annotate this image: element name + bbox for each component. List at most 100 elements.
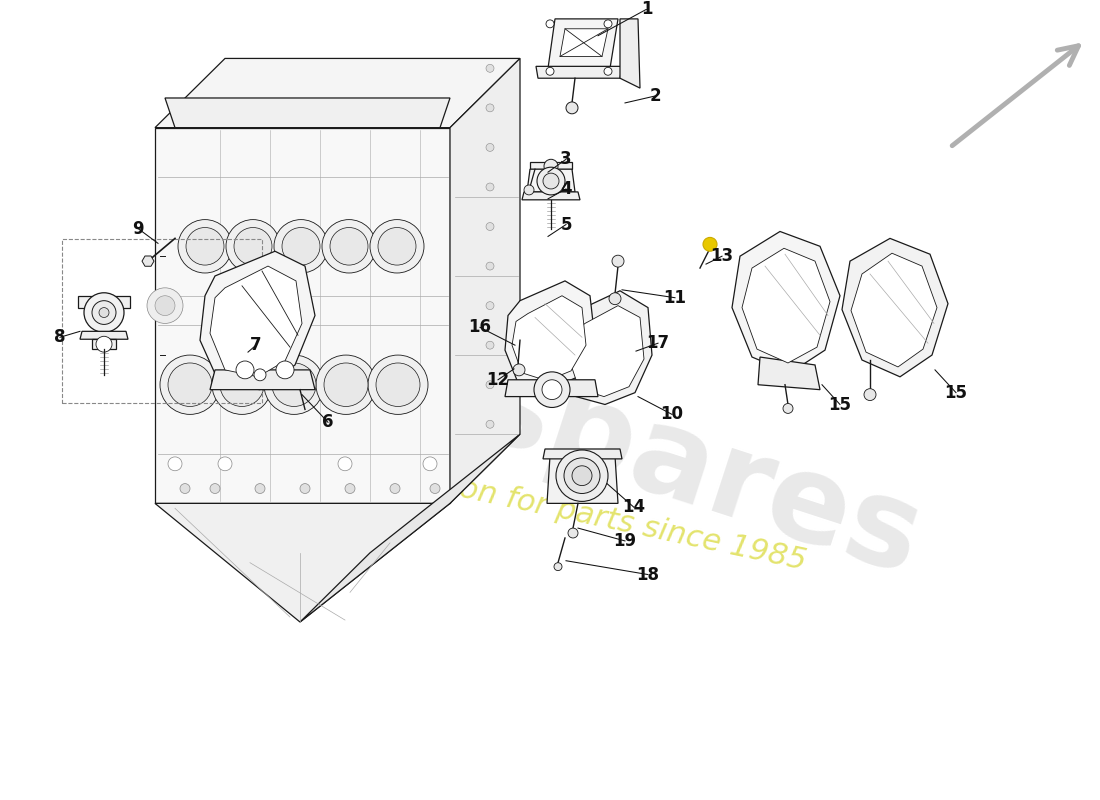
Polygon shape bbox=[530, 162, 572, 169]
Polygon shape bbox=[851, 254, 937, 367]
Polygon shape bbox=[560, 29, 608, 57]
Circle shape bbox=[330, 227, 369, 265]
Polygon shape bbox=[155, 128, 450, 503]
Text: 15: 15 bbox=[828, 395, 851, 414]
Circle shape bbox=[226, 220, 280, 273]
Circle shape bbox=[566, 102, 578, 114]
Polygon shape bbox=[536, 66, 621, 78]
Text: 16: 16 bbox=[469, 318, 492, 336]
Circle shape bbox=[155, 296, 175, 315]
Polygon shape bbox=[210, 370, 315, 390]
Circle shape bbox=[378, 227, 416, 265]
Circle shape bbox=[212, 355, 272, 414]
Circle shape bbox=[486, 104, 494, 112]
Circle shape bbox=[486, 222, 494, 230]
Text: 6: 6 bbox=[322, 414, 333, 431]
Polygon shape bbox=[505, 281, 595, 390]
Text: a passion for parts since 1985: a passion for parts since 1985 bbox=[352, 451, 808, 575]
Polygon shape bbox=[758, 357, 820, 390]
Circle shape bbox=[180, 483, 190, 494]
Circle shape bbox=[99, 308, 109, 318]
Text: 18: 18 bbox=[637, 566, 660, 583]
Circle shape bbox=[430, 483, 440, 494]
Circle shape bbox=[168, 457, 182, 470]
Circle shape bbox=[376, 363, 420, 406]
Circle shape bbox=[486, 143, 494, 151]
Text: 5: 5 bbox=[560, 215, 572, 234]
Circle shape bbox=[612, 255, 624, 267]
Circle shape bbox=[604, 20, 612, 28]
Circle shape bbox=[546, 20, 554, 28]
Polygon shape bbox=[210, 266, 302, 377]
Circle shape bbox=[168, 363, 212, 406]
Polygon shape bbox=[92, 339, 116, 349]
Text: 1: 1 bbox=[641, 0, 652, 18]
Circle shape bbox=[338, 457, 352, 470]
Circle shape bbox=[524, 185, 534, 195]
Circle shape bbox=[572, 466, 592, 486]
Circle shape bbox=[234, 227, 272, 265]
Text: 8: 8 bbox=[54, 328, 66, 346]
Circle shape bbox=[609, 293, 622, 305]
Circle shape bbox=[542, 380, 562, 399]
Polygon shape bbox=[527, 169, 575, 192]
Circle shape bbox=[486, 64, 494, 72]
Circle shape bbox=[178, 220, 232, 273]
Text: 14: 14 bbox=[623, 498, 646, 516]
Circle shape bbox=[272, 363, 316, 406]
Polygon shape bbox=[543, 449, 621, 459]
Circle shape bbox=[210, 483, 220, 494]
Text: 10: 10 bbox=[660, 406, 683, 423]
Polygon shape bbox=[155, 503, 450, 622]
Circle shape bbox=[84, 293, 124, 332]
Polygon shape bbox=[165, 98, 450, 128]
Circle shape bbox=[368, 355, 428, 414]
Circle shape bbox=[568, 528, 578, 538]
Circle shape bbox=[424, 457, 437, 470]
Text: 19: 19 bbox=[614, 532, 637, 550]
Polygon shape bbox=[512, 296, 586, 381]
Circle shape bbox=[220, 363, 264, 406]
Polygon shape bbox=[522, 192, 580, 200]
Polygon shape bbox=[142, 256, 154, 266]
Polygon shape bbox=[300, 434, 520, 622]
Polygon shape bbox=[78, 296, 130, 308]
Circle shape bbox=[556, 450, 608, 502]
Text: 3: 3 bbox=[560, 150, 572, 168]
Polygon shape bbox=[450, 58, 520, 503]
Bar bbox=[62, 239, 262, 402]
Circle shape bbox=[254, 369, 266, 381]
Circle shape bbox=[282, 227, 320, 265]
Polygon shape bbox=[505, 380, 598, 397]
Circle shape bbox=[783, 403, 793, 414]
Circle shape bbox=[96, 336, 112, 352]
Circle shape bbox=[534, 372, 570, 407]
Circle shape bbox=[274, 220, 328, 273]
Text: 12: 12 bbox=[486, 370, 509, 389]
Circle shape bbox=[543, 173, 559, 189]
Circle shape bbox=[864, 389, 876, 401]
Circle shape bbox=[147, 288, 183, 323]
Circle shape bbox=[255, 483, 265, 494]
Circle shape bbox=[322, 220, 376, 273]
Text: eurospares: eurospares bbox=[165, 250, 935, 599]
Circle shape bbox=[186, 227, 224, 265]
Circle shape bbox=[92, 301, 116, 325]
Circle shape bbox=[316, 355, 376, 414]
Circle shape bbox=[703, 238, 717, 251]
Circle shape bbox=[513, 364, 525, 376]
Circle shape bbox=[486, 262, 494, 270]
Text: 9: 9 bbox=[132, 219, 144, 238]
Circle shape bbox=[604, 67, 612, 75]
Circle shape bbox=[564, 458, 600, 494]
Text: 7: 7 bbox=[250, 336, 262, 354]
Circle shape bbox=[486, 183, 494, 191]
Text: 17: 17 bbox=[647, 334, 670, 352]
Polygon shape bbox=[548, 19, 618, 68]
Circle shape bbox=[160, 355, 220, 414]
Circle shape bbox=[345, 483, 355, 494]
Text: 11: 11 bbox=[663, 289, 686, 306]
Text: 4: 4 bbox=[560, 180, 572, 198]
Polygon shape bbox=[842, 238, 948, 377]
Polygon shape bbox=[80, 331, 128, 339]
